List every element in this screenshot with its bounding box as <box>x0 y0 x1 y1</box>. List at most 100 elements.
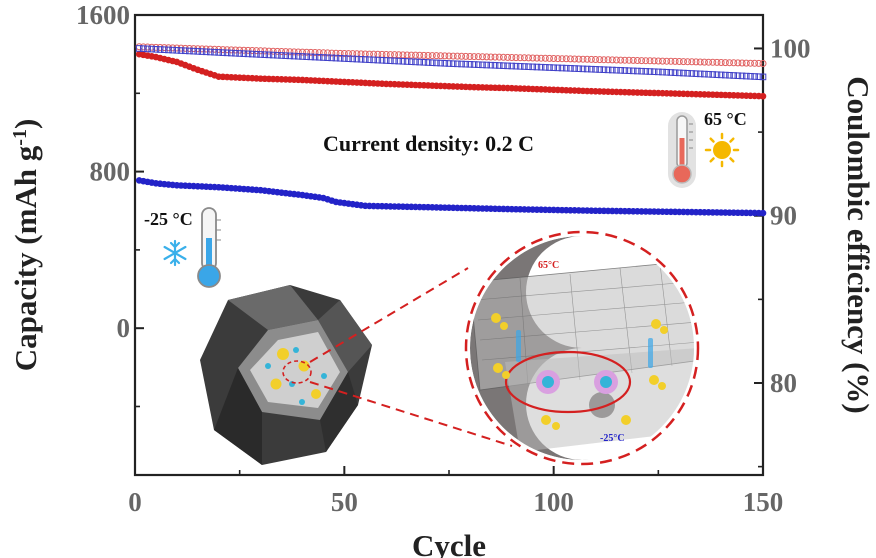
data-point <box>278 47 286 55</box>
data-point <box>621 56 629 64</box>
data-point <box>140 45 147 52</box>
x-tick-label: 100 <box>533 487 574 517</box>
data-point <box>370 56 377 64</box>
series-capacity-hot <box>135 50 767 100</box>
data-point <box>596 66 604 73</box>
data-point <box>445 60 453 67</box>
data-point <box>357 55 365 63</box>
data-point <box>173 47 181 54</box>
data-point <box>646 68 654 75</box>
data-point <box>382 57 390 64</box>
x-axis-title: Cycle <box>412 528 486 558</box>
data-point <box>395 51 403 59</box>
data-point <box>684 69 691 77</box>
data-point <box>533 54 541 62</box>
data-point <box>541 64 549 71</box>
y-left-tick-label: 0 <box>117 313 131 343</box>
data-point <box>508 62 516 70</box>
data-point <box>315 49 323 57</box>
data-point <box>680 69 687 77</box>
data-point <box>747 72 754 80</box>
data-point <box>416 58 423 66</box>
data-point <box>500 62 507 69</box>
data-point <box>215 49 223 56</box>
data-point <box>613 66 620 74</box>
data-point <box>675 69 683 77</box>
data-point <box>751 73 758 80</box>
data-point <box>512 62 520 70</box>
data-point <box>504 53 512 61</box>
data-point <box>692 70 700 77</box>
data-point <box>278 52 285 59</box>
data-point <box>642 68 650 75</box>
data-point <box>299 53 306 60</box>
data-point <box>345 50 353 58</box>
data-point <box>679 58 687 66</box>
data-point <box>659 57 667 65</box>
data-point <box>608 66 616 74</box>
y-left-axis-ticks: 0 800 1600 <box>76 0 144 408</box>
data-point <box>181 47 189 55</box>
data-point <box>441 60 449 67</box>
data-point <box>491 53 499 61</box>
data-point <box>487 53 495 61</box>
data-point <box>705 70 712 78</box>
data-point <box>198 48 206 55</box>
data-point <box>341 55 348 62</box>
data-point <box>587 55 595 63</box>
data-point <box>407 51 415 59</box>
data-point <box>462 60 470 68</box>
series-capacity-cold <box>135 177 767 217</box>
data-point <box>558 64 566 72</box>
data-point <box>604 66 612 74</box>
data-point <box>387 57 394 64</box>
data-point <box>282 52 290 59</box>
data-point <box>290 52 298 60</box>
data-point <box>395 57 403 65</box>
data-point <box>592 55 600 63</box>
data-point <box>273 47 281 55</box>
series-coulombic_efficiency-hot <box>135 43 767 68</box>
data-point <box>675 58 683 66</box>
data-point <box>324 49 332 57</box>
data-point <box>378 56 386 64</box>
data-point <box>671 57 679 65</box>
data-point <box>562 64 570 72</box>
data-point <box>232 49 239 57</box>
data-point <box>403 51 411 59</box>
data-point <box>629 67 637 75</box>
data-point <box>211 48 218 56</box>
data-point <box>403 58 411 65</box>
data-point <box>244 50 252 58</box>
data-point <box>257 51 264 58</box>
data-point <box>701 70 708 78</box>
data-point <box>575 65 583 72</box>
data-point <box>684 58 692 66</box>
data-point <box>726 71 733 79</box>
data-point <box>361 56 369 63</box>
high-temp-label: 65 °C <box>704 109 747 129</box>
data-point <box>290 48 298 56</box>
data-point <box>499 53 507 61</box>
data-point <box>495 53 503 61</box>
data-point <box>755 59 763 67</box>
data-point <box>161 46 168 54</box>
data-point <box>746 59 754 67</box>
data-point <box>399 51 407 59</box>
data-point <box>634 67 641 75</box>
data-point <box>759 209 767 217</box>
data-point <box>705 58 713 66</box>
data-point <box>579 65 587 73</box>
data-point <box>650 57 658 65</box>
y-right-tick-label: 90 <box>770 201 797 231</box>
data-point <box>617 56 625 64</box>
data-point <box>265 47 273 55</box>
data-point <box>512 54 520 62</box>
data-point <box>336 49 344 57</box>
data-point <box>709 71 717 78</box>
data-point <box>248 47 256 55</box>
data-point <box>667 57 675 65</box>
data-point <box>445 52 453 60</box>
data-point <box>408 58 415 66</box>
data-point <box>629 56 637 64</box>
